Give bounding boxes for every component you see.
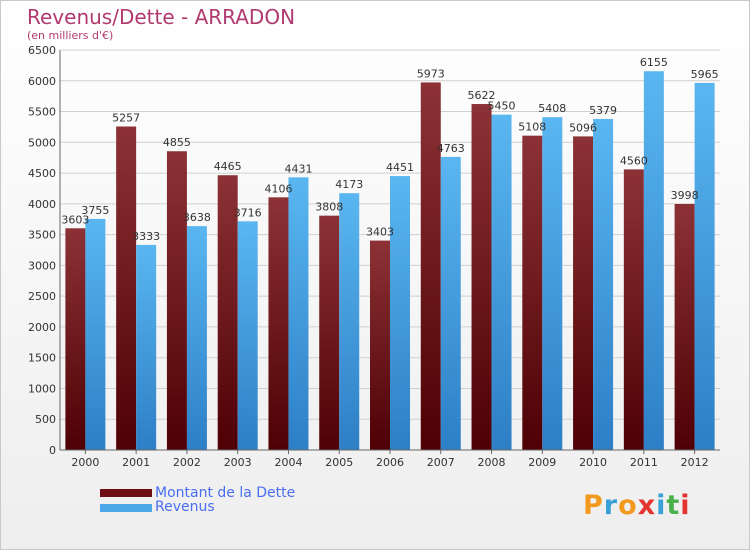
x-tick-label: 2004 [274, 456, 302, 469]
y-tick-label: 6000 [28, 75, 56, 88]
y-tick-label: 3500 [28, 229, 56, 242]
data-label: 4855 [163, 136, 191, 149]
data-label: 5108 [518, 121, 546, 134]
y-tick-label: 2000 [28, 321, 56, 334]
data-label: 4431 [284, 162, 312, 175]
data-label: 3808 [315, 201, 343, 214]
bar-dette [573, 136, 594, 450]
data-label: 5965 [691, 68, 719, 81]
logo-letter: P [583, 490, 604, 521]
bar-revenus [288, 177, 309, 451]
y-tick-label: 5500 [28, 106, 56, 119]
y-tick-label: 0 [49, 444, 56, 457]
bar-dette [623, 169, 644, 450]
x-tick-label: 2003 [224, 456, 252, 469]
data-label: 5408 [538, 102, 566, 115]
bar-dette [166, 151, 187, 450]
y-tick-label: 3000 [28, 259, 56, 272]
bar-revenus [643, 71, 664, 450]
y-tick-label: 1500 [28, 352, 56, 365]
legend-label-revenus: Revenus [155, 499, 215, 515]
logo-letter: o [618, 490, 638, 521]
bar-revenus [136, 244, 157, 450]
bar-dette [319, 215, 340, 450]
bar-revenus [440, 156, 461, 450]
logo-letter: r [603, 490, 619, 521]
proxiti-logo: Proxiti [583, 490, 691, 521]
bar-revenus [390, 176, 410, 451]
chart-subtitle: (en milliers d'€) [27, 29, 114, 42]
x-tick-label: 2008 [478, 456, 506, 469]
y-tick-label: 4500 [28, 167, 56, 180]
bar-revenus [694, 82, 715, 450]
logo-letter: t [666, 490, 681, 521]
bar-revenus [593, 118, 614, 450]
bar-revenus [339, 193, 360, 450]
data-label: 5450 [488, 100, 516, 113]
legend-label-dette: Montant de la Dette [155, 485, 296, 501]
data-label: 3333 [132, 230, 160, 243]
x-tick-label: 2002 [173, 456, 201, 469]
bar-revenus [542, 117, 563, 450]
x-tick-label: 2012 [681, 456, 709, 469]
y-tick-label: 1000 [28, 382, 56, 395]
logo-letter: i [656, 490, 667, 521]
y-tick-label: 4000 [28, 198, 56, 211]
data-label: 3403 [366, 226, 394, 239]
x-tick-label: 2011 [630, 456, 658, 469]
data-label: 5622 [468, 89, 496, 102]
x-tick-label: 2010 [579, 456, 607, 469]
data-label: 3755 [81, 204, 109, 217]
x-tick-label: 2005 [325, 456, 353, 469]
x-tick-label: 2007 [427, 456, 455, 469]
y-tick-label: 5000 [28, 136, 56, 149]
x-tick-label: 2001 [122, 456, 150, 469]
legend-swatch-revenus [100, 504, 152, 512]
data-label: 4106 [264, 182, 292, 195]
bar-dette [268, 197, 289, 450]
bar-dette [420, 82, 441, 450]
data-label: 5973 [417, 67, 445, 80]
bar-dette [674, 203, 695, 450]
x-tick-label: 2009 [528, 456, 556, 469]
data-label: 4560 [620, 154, 648, 167]
bar-dette [65, 228, 86, 450]
x-tick-label: 2006 [376, 456, 404, 469]
data-label: 4465 [214, 160, 242, 173]
data-label: 4763 [437, 142, 465, 155]
data-label: 4173 [335, 178, 363, 191]
y-tick-label: 500 [35, 413, 56, 426]
y-tick-label: 6500 [28, 44, 56, 57]
x-tick-label: 2000 [71, 456, 99, 469]
y-tick-label: 2500 [28, 290, 56, 303]
logo-letter: x [637, 490, 657, 521]
data-label: 3638 [183, 211, 211, 224]
data-label: 3603 [61, 213, 89, 226]
data-label: 4451 [386, 161, 414, 174]
bar-revenus [237, 221, 258, 450]
data-label: 5096 [569, 121, 597, 134]
bar-revenus [85, 218, 106, 450]
data-label: 3998 [671, 189, 699, 202]
bar-revenus [491, 114, 512, 450]
bar-dette [471, 104, 492, 451]
legend-swatch-dette [100, 489, 152, 497]
bar-dette [522, 135, 543, 450]
bar-dette [370, 240, 390, 450]
bar-dette [217, 175, 238, 450]
chart-title: Revenus/Dette - ARRADON [27, 5, 296, 29]
data-label: 5379 [589, 104, 617, 117]
bar-revenus [186, 226, 207, 450]
logo-letter: i [680, 490, 691, 521]
data-label: 6155 [640, 56, 668, 69]
data-label: 3716 [234, 206, 262, 219]
data-label: 5257 [112, 111, 140, 124]
bar-dette [116, 126, 137, 450]
